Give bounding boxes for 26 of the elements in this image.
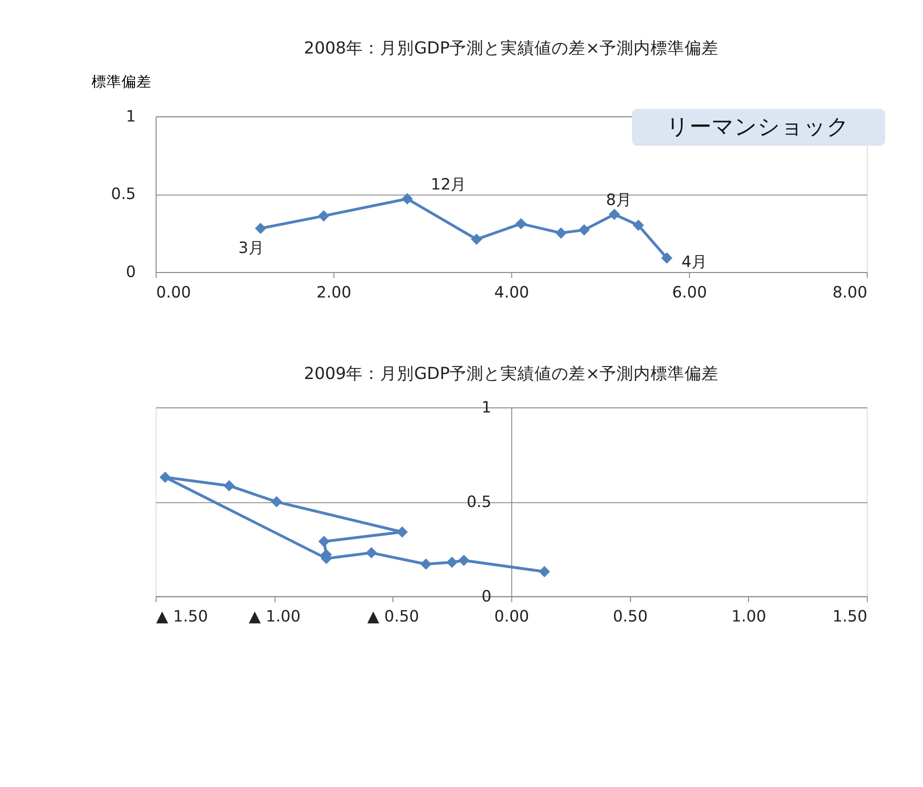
y-tick-label: 0.5 [466,492,492,511]
annotation: 8月 [606,190,632,210]
y-tick-label: 0 [481,586,492,606]
y-axis-title: 標準偏差 [92,73,152,90]
y-tick-label: 0 [126,262,136,282]
x-tick-label: 1.50 [832,606,868,626]
x-tick-label: ▲ 1.00 [248,606,301,626]
x-tick-label: 4.00 [494,282,530,302]
x-tick-label: 0.00 [494,606,530,626]
y-tick-label: 0.5 [110,184,136,204]
x-tick-label: 1.00 [731,606,766,626]
x-tick-label: ▲ 1.50 [156,606,208,626]
x-tick-label: ▲ 0.50 [367,606,420,626]
x-tick-label: 0.50 [612,606,648,626]
chart-title: 2009年：月別GDP予測と実績値の差×予測内標準偏差 [304,364,719,383]
x-tick-label: 6.00 [672,282,707,302]
annotation: 3月 [238,238,264,258]
x-tick-label: 8.00 [832,282,868,302]
chart-title: 2008年：月別GDP予測と実績値の差×予測内標準偏差 [304,38,719,58]
x-tick-label: 2.00 [316,282,352,302]
y-tick-label: 1 [481,397,492,416]
annotation: 12月 [430,174,467,194]
y-tick-label: 1 [126,106,136,126]
x-tick-label: 0.00 [156,282,191,302]
annotation: 4月 [681,252,708,272]
annotation: リーマンショック [666,114,850,140]
